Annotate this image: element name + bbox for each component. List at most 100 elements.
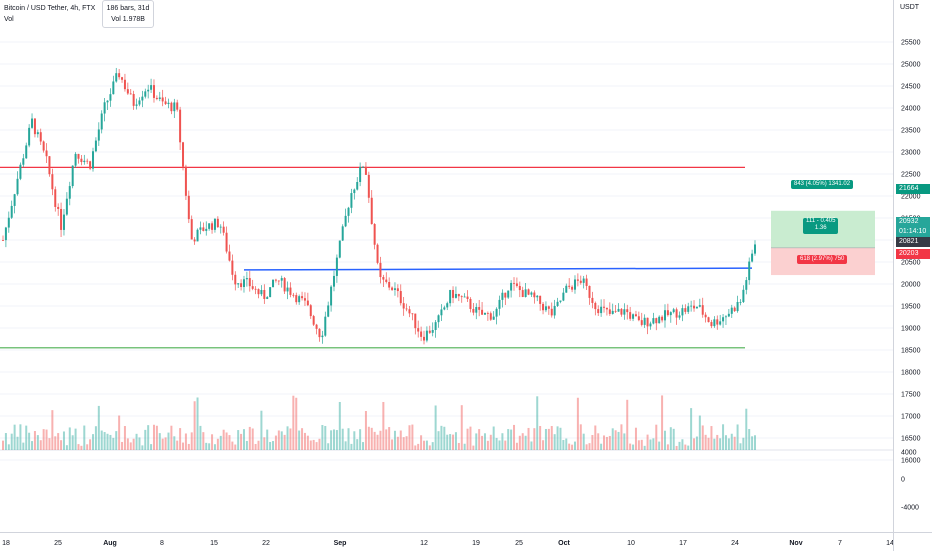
volume-bar xyxy=(457,442,460,450)
candle-body xyxy=(222,226,225,233)
candle-body xyxy=(225,232,228,252)
candle-body xyxy=(260,289,263,295)
volume-bar xyxy=(254,443,257,450)
candle-body xyxy=(248,278,251,287)
candle-body xyxy=(83,160,86,163)
volume-bar xyxy=(42,429,45,450)
volume-bar xyxy=(213,444,216,450)
volume-bar xyxy=(335,430,338,450)
volume-bar xyxy=(216,438,219,450)
price-chart[interactable] xyxy=(0,0,893,532)
volume-bar xyxy=(693,438,696,450)
stop-label[interactable]: 618 (2.97%) 750 xyxy=(797,255,848,264)
candle-body xyxy=(652,318,655,324)
chart-pane[interactable] xyxy=(0,0,893,532)
risk-reward-label[interactable]: 111 - 0.405 1.36 xyxy=(803,218,839,234)
volume-bar xyxy=(170,425,173,450)
volume-bar xyxy=(722,424,725,450)
volume-bar xyxy=(179,428,182,450)
candle-body xyxy=(86,160,89,162)
volume-bar xyxy=(147,425,150,450)
volume-indicator-label[interactable]: Vol xyxy=(4,16,14,23)
volume-bar xyxy=(573,441,576,450)
price-tick-label: 19500 xyxy=(901,304,921,311)
time-tick-label: 14 xyxy=(886,540,893,547)
candle-body xyxy=(672,309,675,313)
volume-bar xyxy=(460,405,463,450)
candle-body xyxy=(152,85,155,98)
volume-bar xyxy=(176,440,179,450)
volume-bar xyxy=(31,441,34,450)
volume-bar xyxy=(89,439,92,450)
volume-bar xyxy=(158,433,161,450)
time-scale-axis: 18 25 Aug 8 15 22 Sep 12 19 25 Oct 10 17 24 Nov 7 14 xyxy=(2,540,894,547)
candle-body xyxy=(353,189,356,194)
candle-body xyxy=(687,306,690,312)
volume-bar xyxy=(283,434,286,450)
price-tick-label: 25000 xyxy=(901,62,921,69)
volume-bar xyxy=(399,430,402,450)
volume-bar xyxy=(202,432,205,450)
candle-body xyxy=(591,297,594,303)
candle-body xyxy=(527,289,530,295)
candle-body xyxy=(388,281,391,288)
volume-bar xyxy=(463,443,466,450)
candle-body xyxy=(289,287,292,295)
symbol-title[interactable]: Bitcoin / USD Tether, 4h, FTX xyxy=(4,5,96,12)
price-scale[interactable]: 25500 25000 24500 24000 23500 23000 22500 22000… xyxy=(893,0,932,532)
time-tick-label: Sep xyxy=(334,540,347,547)
volume-bar xyxy=(245,440,248,450)
candle-body xyxy=(94,140,97,152)
candle-body xyxy=(356,181,359,190)
candle-body xyxy=(306,300,309,306)
volume-bar xyxy=(547,428,550,450)
volume-bar xyxy=(315,442,318,450)
time-scale[interactable]: 18 25 Aug 8 15 22 Sep 12 19 25 Oct 10 17 24 Nov 7 14 xyxy=(0,532,894,551)
volume-bar xyxy=(393,430,396,450)
volume-bar xyxy=(727,438,730,450)
volume-bar xyxy=(184,433,187,450)
candle-body xyxy=(118,73,121,78)
candle-body xyxy=(158,97,161,99)
candle-body xyxy=(4,227,7,241)
volume-bar xyxy=(652,438,655,450)
candle-body xyxy=(452,289,455,298)
candle-body xyxy=(649,323,652,327)
candle-body xyxy=(600,306,603,314)
candle-body xyxy=(301,296,304,299)
candle-body xyxy=(690,305,693,307)
candle-body xyxy=(460,296,463,298)
volume-bar xyxy=(565,438,568,450)
volume-bar xyxy=(367,426,370,450)
volume-bar xyxy=(208,443,211,450)
target-label[interactable]: 843 (4.05%) 1341.02 xyxy=(791,180,854,189)
volume-bar xyxy=(373,431,376,450)
volume-bar xyxy=(7,444,10,450)
volume-bar xyxy=(466,428,469,450)
candle-body xyxy=(481,309,484,315)
volume-bar xyxy=(121,441,124,450)
volume-bar xyxy=(39,440,42,450)
candle-body xyxy=(661,316,664,321)
candle-body xyxy=(632,314,635,319)
volume-bar xyxy=(649,439,652,450)
candle-body xyxy=(539,295,542,304)
volume-bar xyxy=(626,399,629,450)
candle-body xyxy=(405,308,408,310)
candle-body xyxy=(536,295,539,298)
volume-bar xyxy=(553,434,556,450)
price-tick-label: 20000 xyxy=(901,282,921,289)
volume-bar xyxy=(298,430,301,450)
volume-bar xyxy=(411,424,414,450)
time-tick-label: 10 xyxy=(627,540,635,547)
candle-body xyxy=(68,186,71,199)
volume-bar xyxy=(483,433,486,450)
candle-body xyxy=(2,240,4,241)
volume-bar xyxy=(344,441,347,450)
volume-bar xyxy=(103,432,106,450)
volume-bar xyxy=(443,426,446,450)
candle-body xyxy=(423,336,426,341)
volume-bar xyxy=(617,431,620,450)
time-tick-label: 8 xyxy=(160,540,164,547)
candle-body xyxy=(89,161,92,169)
